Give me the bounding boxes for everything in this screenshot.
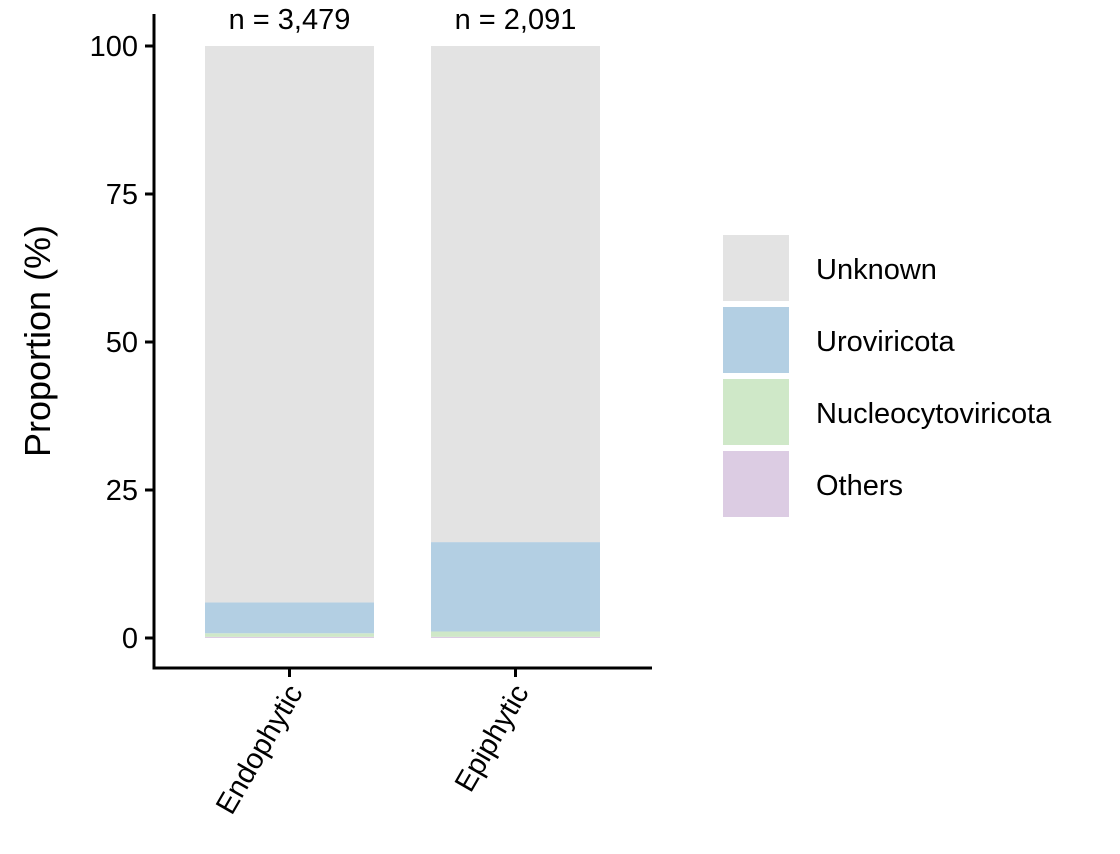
n-label-epiphytic: n = 2,091 [455,4,577,36]
legend-key-uroviricota [723,307,789,373]
x-tick-label-endophytic: Endophytic [210,680,309,820]
legend-label-uroviricota: Uroviricota [816,326,955,358]
y-axis-title: Proportion (%) [17,225,58,457]
bar-segment-endophytic-others [205,637,374,638]
x-tick-label-epiphytic: Epiphytic [449,680,536,798]
n-label-endophytic: n = 3,479 [229,4,351,36]
bar-segment-epiphytic-unknown [431,46,600,542]
y-tick-label-100: 100 [90,31,138,63]
bar-segment-endophytic-unknown [205,46,374,602]
y-tick-label-75: 75 [106,179,138,211]
legend: Unknown Uroviricota Nucleocytoviricota Othe… [723,235,1052,517]
bar-segment-epiphytic-nucleocytoviricota [431,631,600,636]
legend-label-others: Others [816,470,903,502]
legend-key-unknown [723,235,789,301]
bar-segment-epiphytic-uroviricota [431,542,600,631]
legend-key-nucleocytoviricota [723,379,789,445]
bar-segment-endophytic-nucleocytoviricota [205,633,374,637]
legend-label-unknown: Unknown [816,254,937,286]
legend-label-nucleocytoviricota: Nucleocytoviricota [816,398,1052,430]
y-ticks-group: 0 25 50 75 100 [90,31,154,655]
bar-segment-epiphytic-others [431,637,600,638]
bars-group [205,46,600,638]
sample-size-labels: n = 3,479 n = 2,091 [229,4,577,36]
y-tick-label-25: 25 [106,475,138,507]
y-tick-label-50: 50 [106,327,138,359]
bar-segment-endophytic-uroviricota [205,602,374,633]
y-tick-label-0: 0 [122,623,138,655]
x-ticks-group: Endophytic Epiphytic [210,668,535,820]
legend-key-others [723,451,789,517]
